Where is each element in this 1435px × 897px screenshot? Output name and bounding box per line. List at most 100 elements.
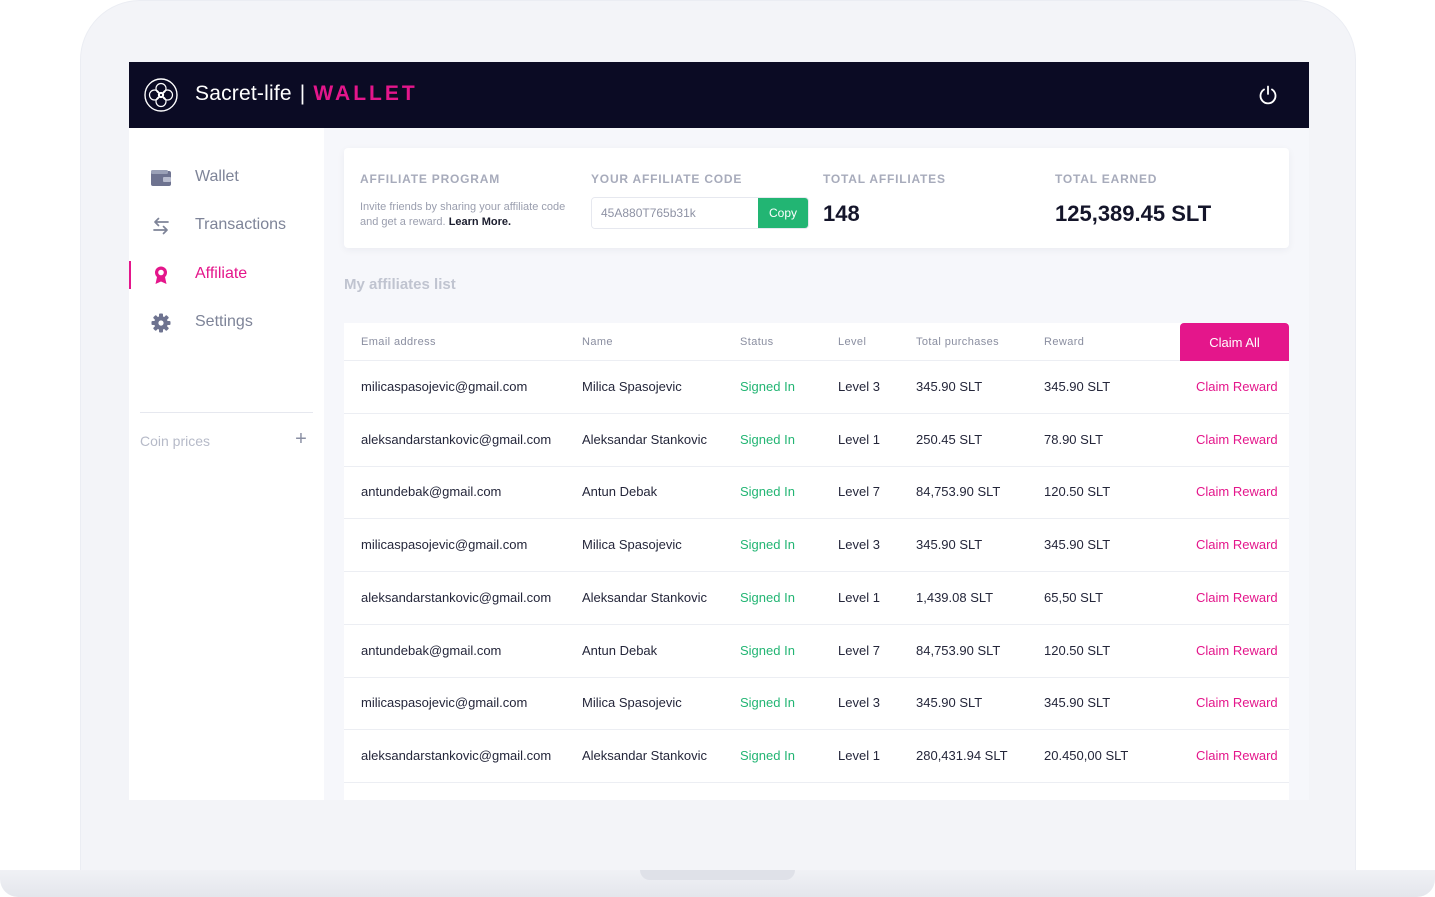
email-cell: aleksandarstankovic@gmail.com [361,589,552,605]
claim-reward-link[interactable]: Claim Reward [1196,379,1278,394]
reward-cell: 65,50 SLT [1044,589,1104,605]
affiliate-summary-card: AFFILIATE PROGRAM Invite friends by shar… [344,148,1289,248]
sidebar-item-label: Wallet [195,168,239,185]
name-cell: Antun Debak [582,642,658,658]
purchases-cell: 84,753.90 SLT [916,484,1001,500]
invite-text: Invite friends by sharing your affiliate… [360,200,570,230]
affiliate-program-heading: AFFILIATE PROGRAM [360,172,501,186]
wallet-icon [151,170,171,186]
name-cell: Aleksandar Stankovic [582,431,708,447]
table-row: antundebak@gmail.com Antun Debak Signed In… [344,625,1289,678]
laptop-notch [640,870,795,880]
status-cell: Signed In [740,695,795,711]
level-cell: Level 7 [838,642,880,658]
status-cell: Signed In [740,747,795,763]
main-content: AFFILIATE PROGRAM Invite friends by shar… [324,128,1309,800]
name-cell: Aleksandar Stankovic [582,747,708,763]
copy-button[interactable]: Copy [758,198,808,228]
name-cell: Milica Spasojevic [582,695,682,711]
level-cell: Level 7 [838,484,880,500]
column-header-reward: Reward [1044,336,1085,348]
total-affiliates-heading: TOTAL AFFILIATES [823,172,946,186]
status-cell: Signed In [740,589,795,605]
email-cell: antundebak@gmail.com [361,484,502,500]
claim-all-button[interactable]: Claim All [1180,323,1289,361]
status-cell: Signed In [740,537,795,553]
reward-cell: 345.90 SLT [1044,695,1111,711]
reward-cell: 345.90 SLT [1044,537,1111,553]
purchases-cell: 250.45 SLT [916,431,983,447]
power-icon[interactable] [1257,84,1279,106]
reward-cell: 20.450,00 SLT [1044,747,1129,763]
email-cell: antundebak@gmail.com [361,642,502,658]
affiliate-code-box: Copy [591,197,809,229]
reward-cell: 345.90 SLT [1044,379,1111,394]
purchases-cell: 1,439.08 SLT [916,589,994,605]
table-row: aleksandarstankovic@gmail.com Aleksandar … [344,730,1289,783]
invite-description: Invite friends by sharing your affiliate… [360,201,566,228]
sidebar-item-transactions[interactable]: Transactions [129,206,324,246]
status-cell: Signed In [740,431,795,447]
level-cell: Level 1 [838,747,880,763]
level-cell: Level 1 [838,431,880,447]
reward-cell: 120.50 SLT [1044,484,1111,500]
coin-prices-label: Coin prices [140,433,211,449]
email-cell: milicaspasojevic@gmail.com [361,379,528,394]
sidebar-item-settings[interactable]: Settings [129,303,324,343]
reward-cell: 120.50 SLT [1044,642,1111,658]
table-row: milicaspasojevic@gmail.com Milica Spasoje… [344,361,1289,414]
total-earned-heading: TOTAL EARNED [1055,172,1158,186]
claim-reward-link[interactable]: Claim Reward [1196,695,1278,711]
brand-product: WALLET [313,82,418,105]
email-cell: aleksandarstankovic@gmail.com [361,747,552,763]
claim-reward-link[interactable]: Claim Reward [1196,747,1278,763]
column-header-email: Email address [361,336,436,348]
app-screen: Sacret-life | WALLET Wallet Transactions [129,62,1309,800]
purchases-cell: 345.90 SLT [916,379,983,394]
level-cell: Level 3 [838,537,880,553]
level-cell: Level 1 [838,589,880,605]
claim-reward-link[interactable]: Claim Reward [1196,589,1278,605]
table-row: antundebak@gmail.com Antun Debak Signed In… [344,466,1289,520]
name-cell: Aleksandar Stankovic [582,589,708,605]
add-coin-button[interactable]: + [295,428,307,450]
table-row: aleksandarstankovic@gmail.com Aleksandar … [344,414,1289,467]
total-affiliates-value: 148 [823,201,860,226]
status-cell: Signed In [740,379,795,394]
brand-name: Sacret-life [195,82,292,105]
sidebar-item-label: Transactions [195,216,286,233]
table-header: Email address Name Status Level Total pu… [344,323,1289,361]
email-cell: aleksandarstankovic@gmail.com [361,431,552,447]
claim-reward-link[interactable]: Claim Reward [1196,431,1278,447]
app-brand: Sacret-life | WALLET [195,82,418,106]
claim-reward-link[interactable]: Claim Reward [1196,642,1278,658]
transfer-arrows-icon [153,217,169,235]
status-cell: Signed In [740,642,795,658]
column-header-level: Level [838,336,867,348]
affiliates-table: Email address Name Status Level Total pu… [344,323,1289,800]
email-cell: milicaspasojevic@gmail.com [361,537,528,553]
total-earned-value: 125,389.45 SLT [1055,201,1212,226]
table-row: milicaspasojevic@gmail.com Milica Spasoje… [344,677,1289,731]
email-cell: milicaspasojevic@gmail.com [361,695,528,711]
sidebar-item-label: Affiliate [195,265,248,282]
flower-logo-icon [144,78,178,112]
reward-cell: 78.90 SLT [1044,431,1104,447]
learn-more-link[interactable]: Learn More. [448,216,512,228]
purchases-cell: 345.90 SLT [916,537,983,553]
brand-separator: | [299,82,306,105]
name-cell: Milica Spasojevic [582,537,682,553]
sidebar-item-label: Settings [195,313,253,330]
sidebar: Wallet Transactions Affiliate [129,128,324,800]
level-cell: Level 3 [838,379,880,394]
purchases-cell: 345.90 SLT [916,695,983,711]
sidebar-item-affiliate[interactable]: Affiliate [129,255,324,295]
column-header-total-purchases: Total purchases [916,336,1000,348]
claim-reward-link[interactable]: Claim Reward [1196,484,1278,500]
level-cell: Level 3 [838,695,880,711]
claim-reward-link[interactable]: Claim Reward [1196,537,1278,553]
column-header-status: Status [740,336,774,348]
affiliate-code-input[interactable] [592,198,758,228]
purchases-cell: 84,753.90 SLT [916,642,1001,658]
sidebar-item-wallet[interactable]: Wallet [129,158,324,198]
